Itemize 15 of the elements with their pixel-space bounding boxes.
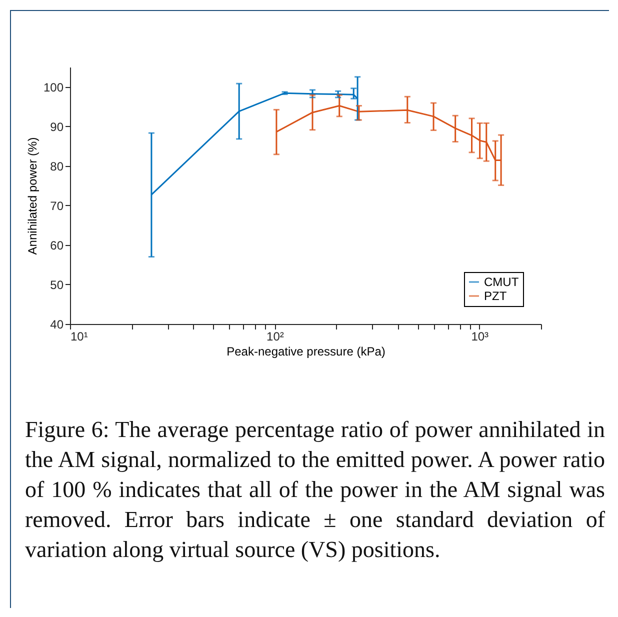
legend-label: CMUT [484, 275, 520, 289]
y-tick-label: 40 [50, 318, 64, 332]
caption: Figure 6: The average percentage ratio of power annihilated in the AM signal, normalized to the emitted power. A power ratio of 100 % indicates that all of the power in the AM signal was removed. Error bars indicate ± one standard deviation of variation along virtual source (VS) positions. [25, 416, 605, 564]
y-tick-label: 80 [50, 159, 64, 174]
x-tick-label: 10² [266, 330, 284, 344]
x-tick-label: 10³ [471, 330, 489, 344]
legend-label: PZT [484, 289, 508, 303]
y-tick-label: 70 [50, 198, 64, 213]
x-tick-label: 10¹ [70, 330, 88, 344]
y-axis-title: Annihilated power (%) [25, 137, 40, 255]
y-tick-label: 60 [50, 238, 64, 252]
x-axis-title: Peak-negative pressure (kPa) [226, 344, 386, 358]
y-tick-label: 100 [43, 80, 64, 94]
y-tick-label: 50 [50, 278, 64, 292]
y-tick-label: 90 [50, 120, 64, 134]
